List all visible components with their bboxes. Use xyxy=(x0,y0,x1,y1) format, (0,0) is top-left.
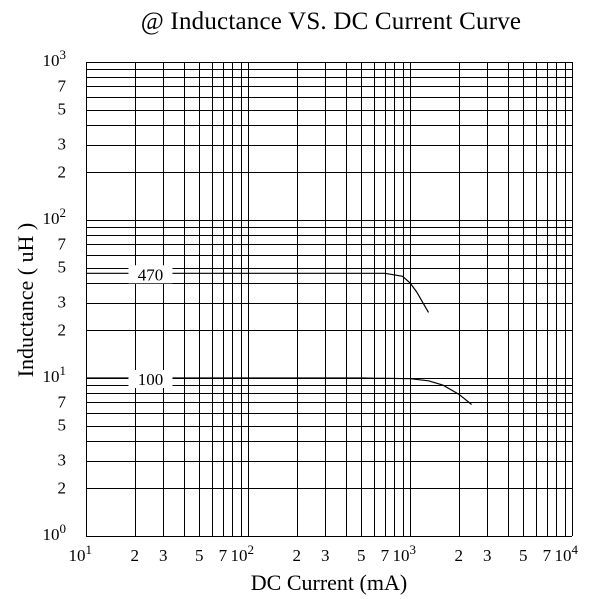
series-label-bg xyxy=(128,265,173,284)
y-tick-label: 2 xyxy=(58,478,67,497)
y-tick-label: 3 xyxy=(58,451,67,470)
y-tick-label: 101 xyxy=(43,363,67,386)
y-tick-label: 5 xyxy=(58,100,67,119)
x-tick-label: 7 xyxy=(219,546,228,565)
y-tick-label: 7 xyxy=(58,392,67,411)
y-tick-label: 7 xyxy=(58,234,67,253)
series-label-bg xyxy=(128,370,173,388)
y-tick-label: 5 xyxy=(58,258,67,277)
y-tick-label: 3 xyxy=(58,135,67,154)
y-tick-label: 100 xyxy=(43,521,67,544)
x-tick-label: 3 xyxy=(483,546,492,565)
series-curve-470 xyxy=(86,272,430,313)
x-tick-label: 103 xyxy=(393,542,417,565)
series-curve-100 xyxy=(86,377,472,405)
y-tick-label: 7 xyxy=(58,76,67,95)
series-label-470: 470 xyxy=(138,265,164,284)
x-tick-label: 102 xyxy=(231,542,255,565)
series-label-100: 100 xyxy=(138,370,164,389)
y-tick-label: 3 xyxy=(58,293,67,312)
chart-title: @ Inductance VS. DC Current Curve xyxy=(140,8,522,35)
y-tick-label: 5 xyxy=(58,416,67,435)
y-tick-label: 103 xyxy=(43,47,67,70)
x-tick-label: 3 xyxy=(159,546,168,565)
y-tick-label: 2 xyxy=(58,162,67,181)
y-tick-label: 2 xyxy=(58,320,67,339)
x-tick-label: 5 xyxy=(357,546,366,565)
curves xyxy=(86,272,472,405)
x-tick-label: 5 xyxy=(519,546,528,565)
x-tick-label: 3 xyxy=(321,546,330,565)
x-axis-label: DC Current (mA) xyxy=(250,570,408,595)
y-tick-label: 102 xyxy=(43,205,67,228)
grid xyxy=(86,62,573,537)
x-tick-label: 101 xyxy=(69,542,93,565)
x-tick-label: 7 xyxy=(543,546,552,565)
x-tick-label: 2 xyxy=(455,546,464,565)
x-tick-label: 2 xyxy=(293,546,302,565)
x-tick-label: 104 xyxy=(555,542,579,565)
x-tick-label: 5 xyxy=(195,546,204,565)
tick-labels: 101 2 3 5 7 102 2 3 5 7 103 2 3 5 7 1041002357101235710… xyxy=(43,47,579,565)
x-tick-label: 2 xyxy=(131,546,140,565)
x-tick-label: 7 xyxy=(381,546,390,565)
